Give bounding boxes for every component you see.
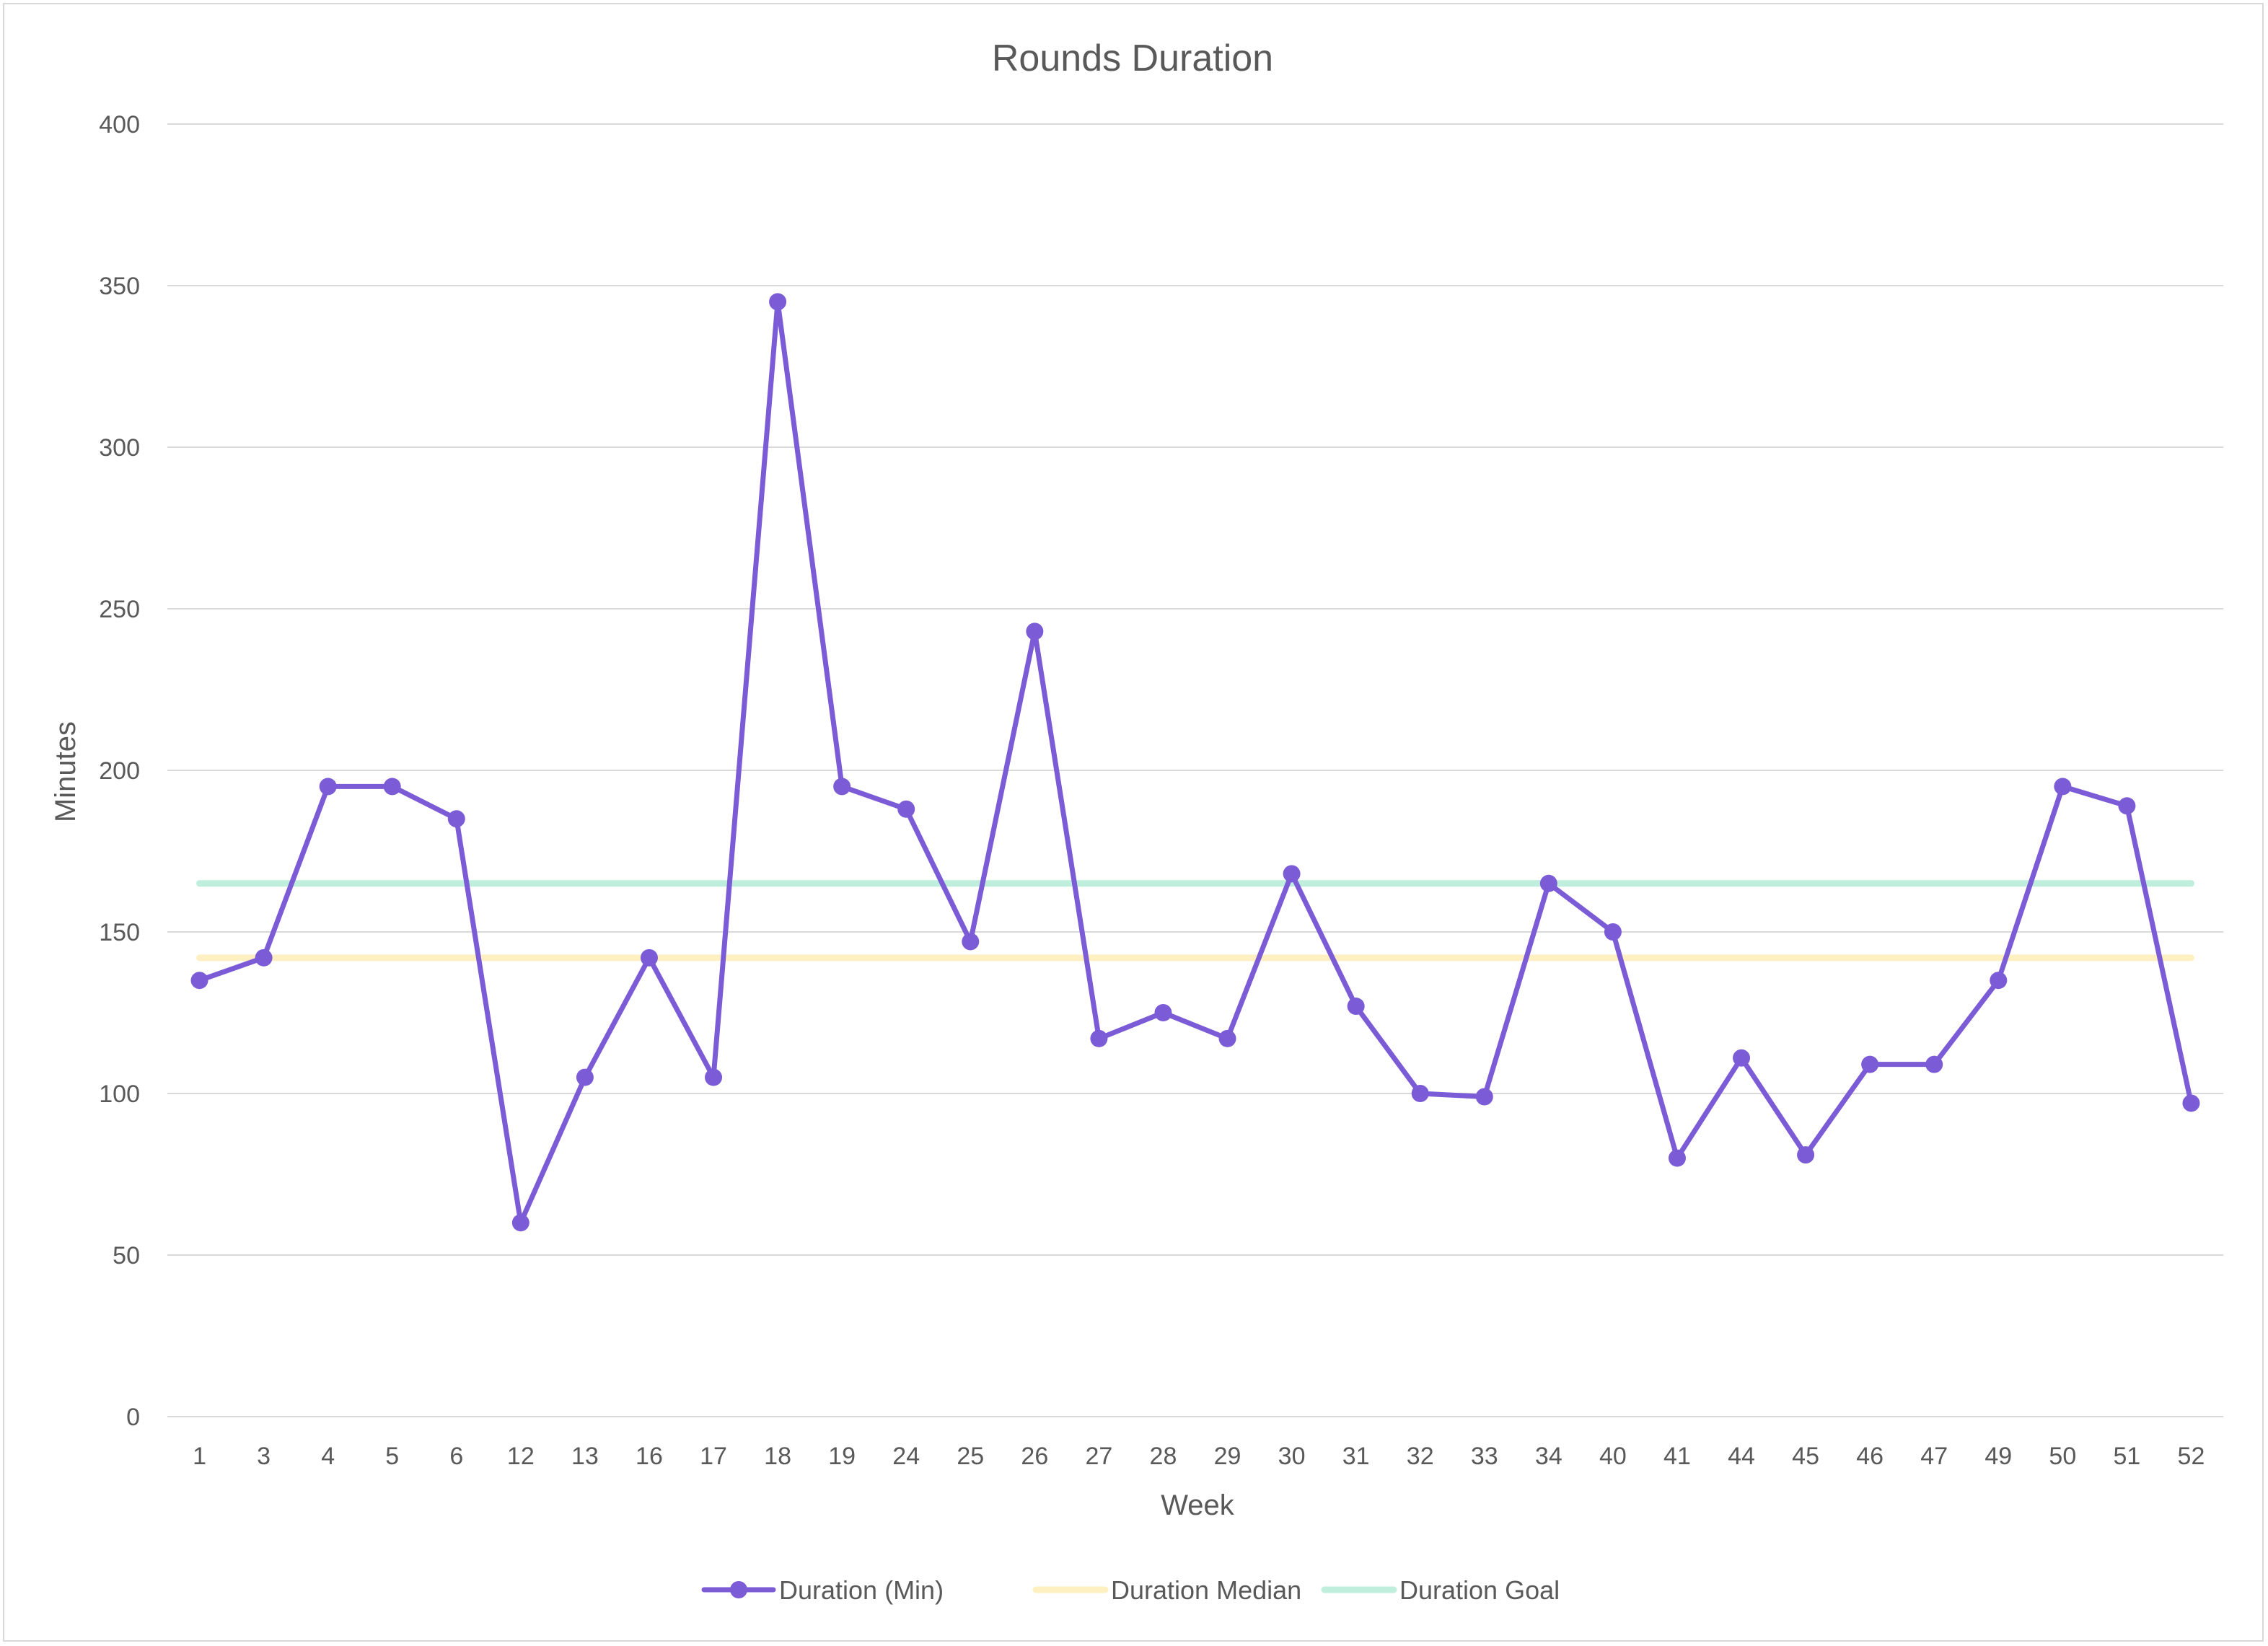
x-axis-title: Week <box>1161 1489 1235 1521</box>
y-tick-label: 350 <box>99 273 140 300</box>
x-tick-label: 13 <box>571 1443 599 1470</box>
y-axis-title: Minutes <box>50 721 82 822</box>
x-tick-label: 19 <box>828 1443 856 1470</box>
data-point <box>897 800 915 818</box>
series-line <box>197 299 2194 1225</box>
data-point <box>383 778 401 796</box>
x-tick-label: 12 <box>507 1443 535 1470</box>
data-point <box>1604 923 1622 941</box>
x-tick-label: 46 <box>1856 1443 1884 1470</box>
y-tick-label: 250 <box>99 596 140 623</box>
legend-item: Duration (Min) <box>701 1575 944 1605</box>
data-point <box>2182 1094 2200 1112</box>
x-tick-label: 32 <box>1407 1443 1434 1470</box>
data-point <box>1925 1055 1943 1073</box>
x-tick-label: 40 <box>1599 1443 1627 1470</box>
y-tick-label: 300 <box>99 434 140 462</box>
data-point <box>1154 1004 1172 1021</box>
data-point <box>1283 865 1301 883</box>
chart-title: Rounds Duration <box>992 38 1273 79</box>
chart-frame <box>3 3 2264 1642</box>
data-point <box>1990 972 2008 990</box>
series-layer <box>190 293 2200 1232</box>
legend: Duration (Min) Duration Median Duration Go… <box>701 1575 1560 1605</box>
x-tick-label: 26 <box>1021 1443 1048 1470</box>
x-tick-label: 17 <box>700 1443 727 1470</box>
x-tick-label: 4 <box>321 1443 335 1470</box>
data-point <box>1090 1029 1108 1047</box>
data-point <box>1026 622 1044 641</box>
y-tick-label: 50 <box>113 1242 140 1269</box>
legend-label: Duration Goal <box>1399 1575 1560 1605</box>
x-tick-label: 50 <box>2049 1443 2076 1470</box>
data-point <box>1797 1146 1815 1164</box>
x-tick-label: 1 <box>193 1443 206 1470</box>
x-tick-label: 44 <box>1728 1443 1755 1470</box>
data-point <box>576 1068 594 1086</box>
x-tick-label: 47 <box>1920 1443 1948 1470</box>
data-point <box>640 949 658 967</box>
data-point <box>1411 1085 1429 1102</box>
x-tick-label: 25 <box>957 1443 984 1470</box>
y-axis-ticks: 0 50 100 150 200 250 300 350 400 <box>99 111 140 1431</box>
y-tick-label: 200 <box>99 757 140 785</box>
data-point <box>705 1068 723 1086</box>
data-point <box>511 1214 529 1232</box>
legend-label: Duration (Min) <box>779 1575 944 1605</box>
x-tick-label: 6 <box>449 1443 463 1470</box>
data-point <box>1539 874 1557 892</box>
gridlines <box>167 123 2223 1417</box>
x-tick-label: 18 <box>764 1443 791 1470</box>
x-tick-label: 34 <box>1535 1443 1562 1470</box>
data-point <box>190 972 208 990</box>
x-tick-label: 5 <box>385 1443 399 1470</box>
data-point <box>962 933 980 951</box>
data-point <box>1861 1055 1879 1073</box>
y-tick-label: 150 <box>99 919 140 946</box>
x-tick-label: 49 <box>1984 1443 2012 1470</box>
x-tick-label: 3 <box>257 1443 271 1470</box>
x-tick-label: 51 <box>2113 1443 2140 1470</box>
data-point <box>447 810 465 828</box>
legend-marker <box>730 1581 747 1598</box>
x-tick-label: 41 <box>1663 1443 1691 1470</box>
data-point <box>833 778 851 796</box>
x-tick-label: 30 <box>1278 1443 1306 1470</box>
legend-item: Duration Goal <box>1321 1575 1560 1605</box>
data-point <box>319 778 337 796</box>
x-tick-label: 16 <box>636 1443 663 1470</box>
data-point <box>1475 1088 1493 1106</box>
data-point <box>1668 1149 1686 1167</box>
x-tick-label: 52 <box>2178 1443 2205 1470</box>
legend-item: Duration Median <box>1032 1575 1301 1605</box>
data-point <box>2054 778 2072 796</box>
x-tick-label: 45 <box>1792 1443 1819 1470</box>
x-tick-label: 33 <box>1471 1443 1498 1470</box>
data-point <box>255 949 273 967</box>
data-point <box>769 293 787 311</box>
y-tick-label: 0 <box>126 1404 140 1431</box>
legend-label: Duration Median <box>1111 1575 1301 1605</box>
x-axis-ticks: 1 3 4 5 6 12 13 16 17 18 19 24 25 26 27 28 29 30 31 32 33 34 4… <box>193 1443 2205 1470</box>
x-tick-label: 24 <box>892 1443 920 1470</box>
data-point <box>2118 797 2136 815</box>
x-tick-label: 29 <box>1214 1443 1241 1470</box>
y-tick-label: 100 <box>99 1081 140 1108</box>
x-tick-label: 31 <box>1342 1443 1370 1470</box>
y-tick-label: 400 <box>99 111 140 138</box>
data-point <box>1733 1049 1751 1067</box>
x-tick-label: 27 <box>1085 1443 1112 1470</box>
series-duration-min <box>190 293 2200 1232</box>
data-point <box>1347 998 1365 1016</box>
x-tick-label: 28 <box>1150 1443 1177 1470</box>
data-point <box>1218 1029 1236 1047</box>
